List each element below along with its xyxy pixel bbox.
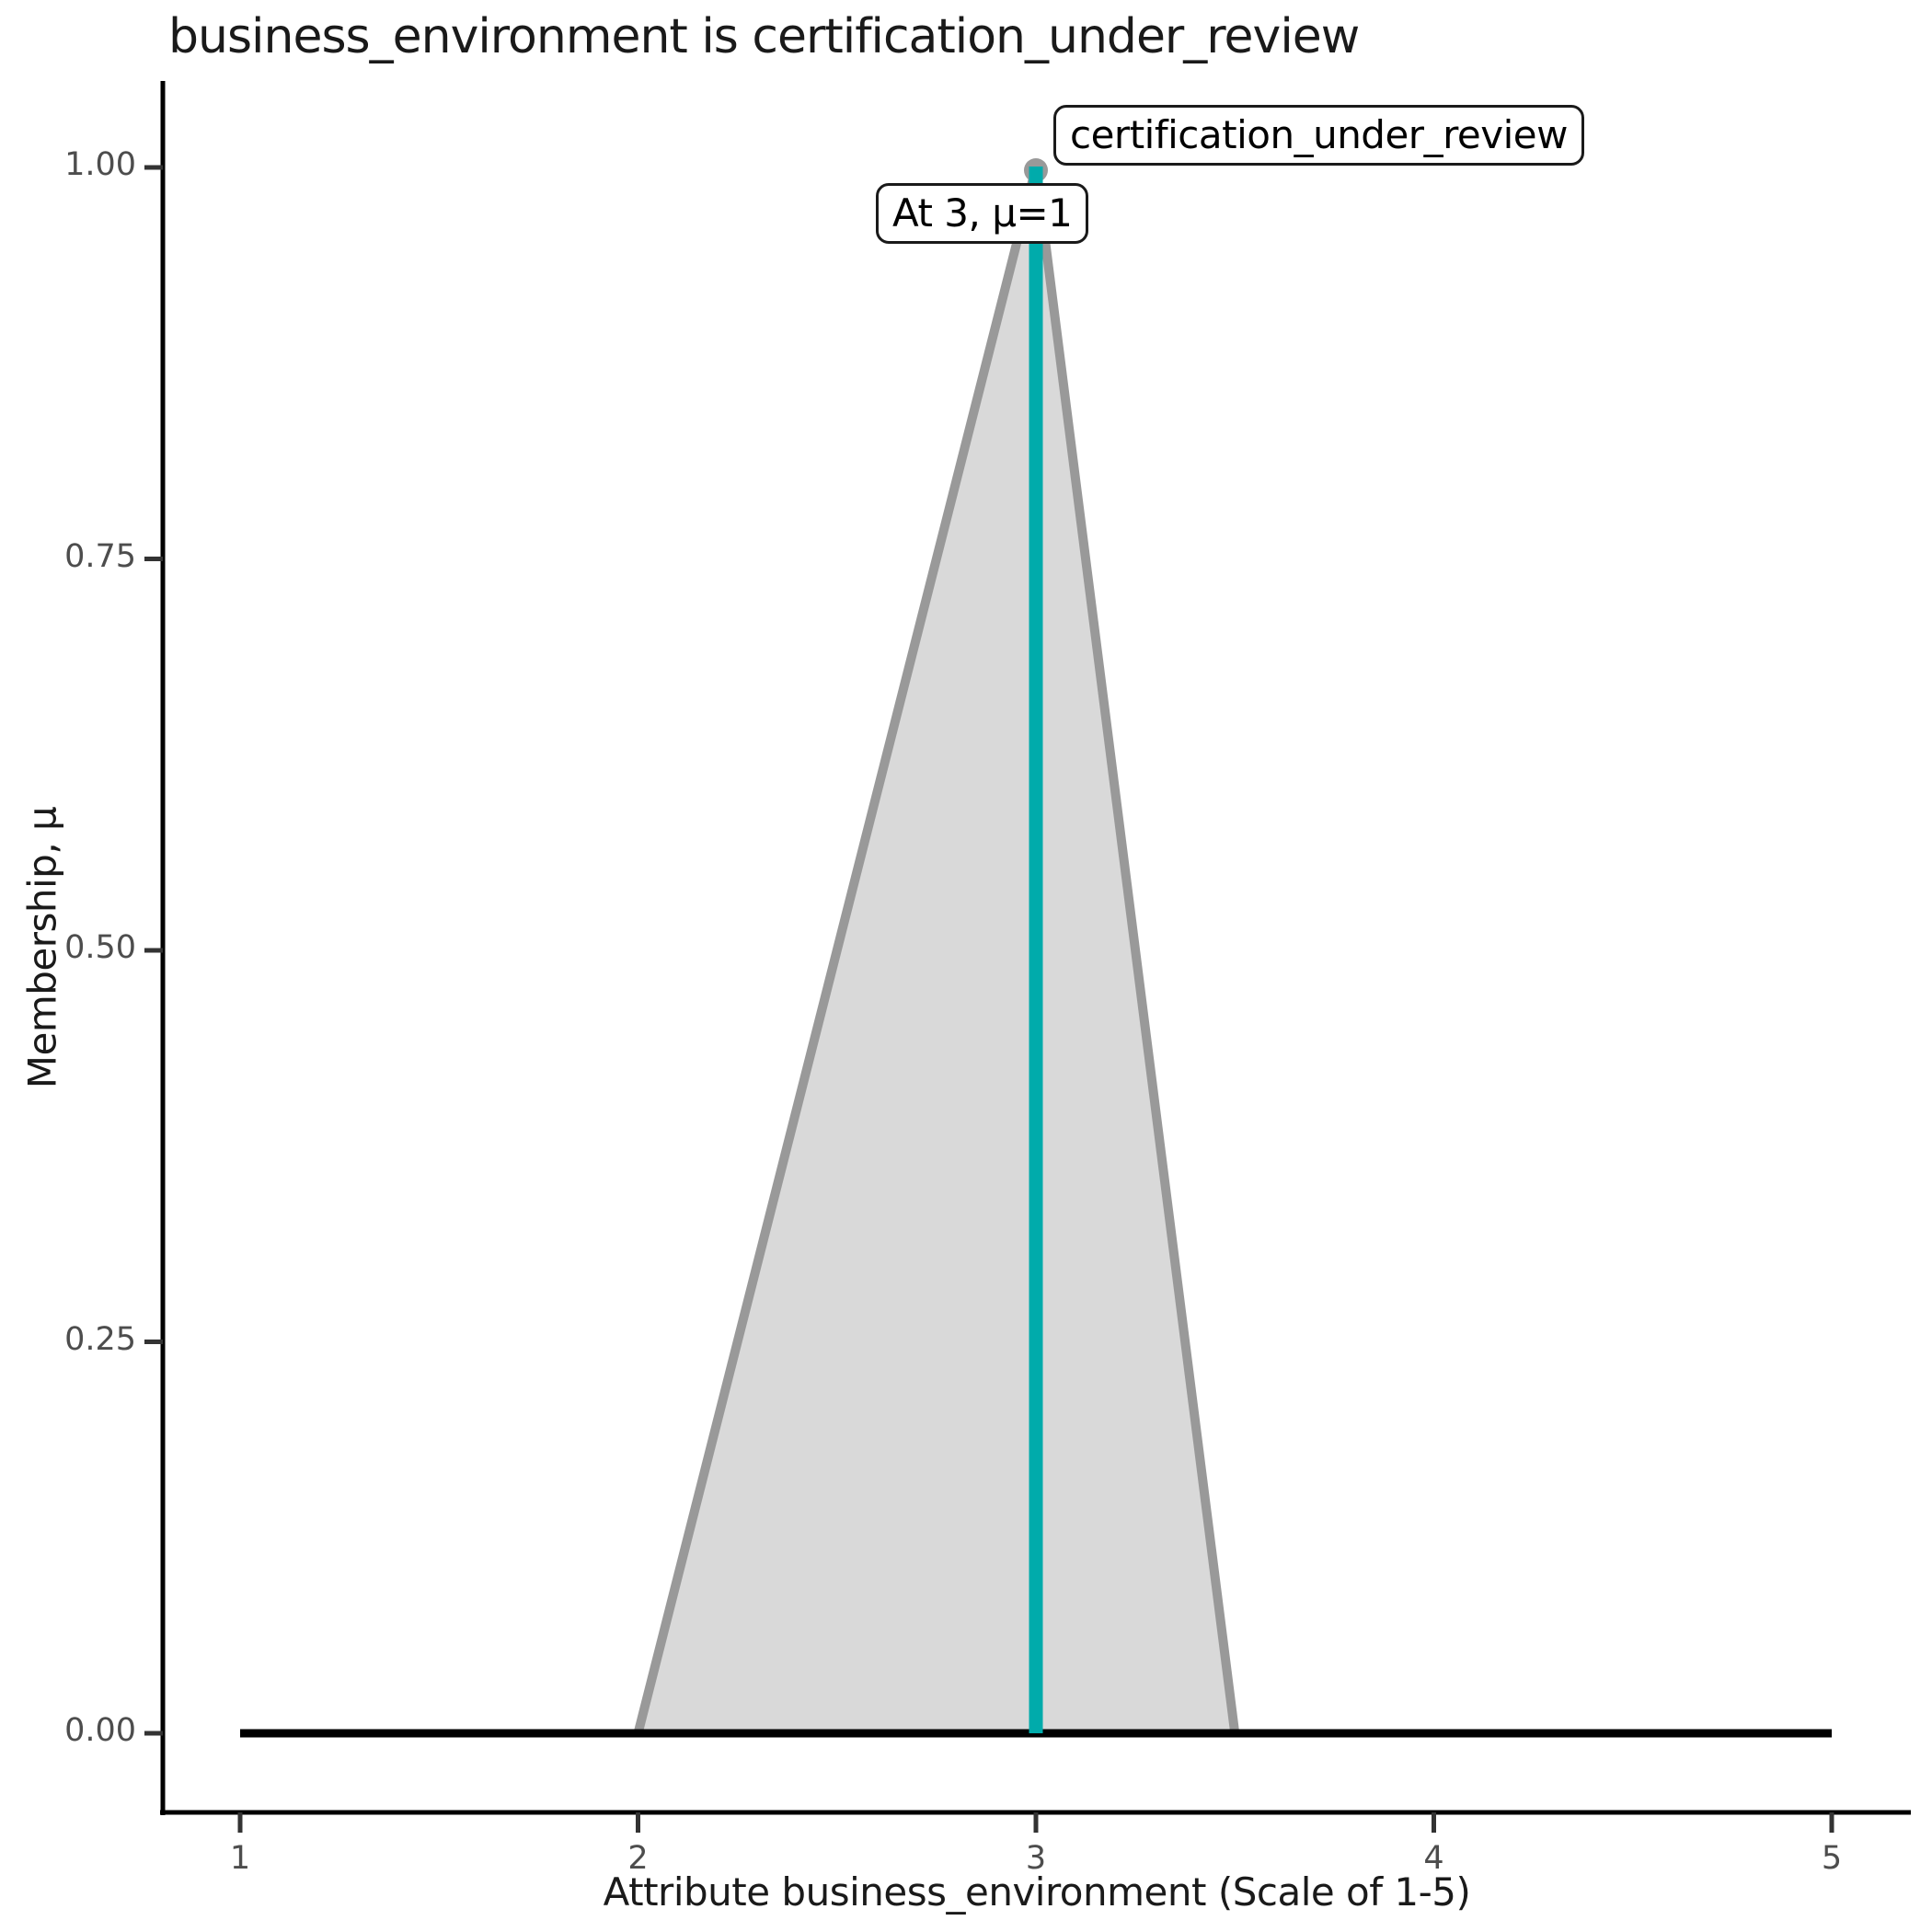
x-tick-label: 3 — [1025, 1840, 1047, 1877]
x-axis-title: Attribute business_environment (Scale of… — [603, 1869, 1471, 1915]
y-tick-label: 0.75 — [64, 537, 136, 575]
y-tick-label: 0.25 — [64, 1320, 136, 1358]
chart-title: business_environment is certification_un… — [168, 9, 1360, 64]
x-tick-label: 1 — [229, 1840, 251, 1877]
x-tick-label: 5 — [1821, 1840, 1843, 1877]
annotation-point-label: At 3, μ=1 — [876, 183, 1089, 245]
y-tick-label: 0.50 — [64, 929, 136, 966]
y-tick-label: 0.00 — [64, 1712, 136, 1749]
y-tick-label: 1.00 — [64, 146, 136, 183]
x-tick-label: 4 — [1423, 1840, 1444, 1877]
x-tick-label: 2 — [627, 1840, 649, 1877]
annotation-set-label: certification_under_review — [1053, 105, 1584, 167]
